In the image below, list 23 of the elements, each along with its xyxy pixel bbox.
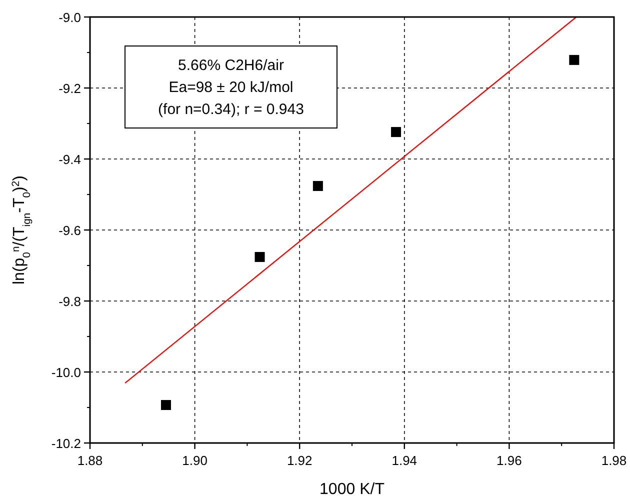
y-tick-label: -10.0 <box>51 365 81 380</box>
point <box>569 54 580 65</box>
annotation: Ea=98 ± 20 kJ/mol <box>168 79 294 96</box>
annotation: (for n=0.34); r = 0.943 <box>158 101 304 118</box>
point <box>391 127 402 138</box>
x-axis-title: 1000 K/T <box>320 481 385 498</box>
x-tick-label: 1.88 <box>77 453 103 468</box>
note-box: 5.66% C2H6/air Ea=98 ± 20 kJ/mol (for n=0.34); r = 0.943 <box>124 46 338 128</box>
y-tick-label: -9.4 <box>58 152 81 167</box>
y-tick-label: -9.8 <box>58 294 81 309</box>
y-tick-label: -10.2 <box>51 436 81 451</box>
y-tick-label: -9.6 <box>58 223 81 238</box>
x-tick-label: 1.90 <box>182 453 208 468</box>
point <box>312 180 323 191</box>
point <box>254 252 265 262</box>
x-tick-label: 1.94 <box>392 453 418 468</box>
x-tick-label: 1.92 <box>286 453 312 468</box>
x-tick-label: 1.98 <box>601 453 627 468</box>
y-tick-label: -9.2 <box>58 81 81 96</box>
x-tick-label: 1.96 <box>496 453 522 468</box>
point <box>160 400 171 410</box>
y-tick-label: -9.0 <box>58 10 81 25</box>
annotation: 5.66% C2H6/air <box>178 57 284 74</box>
